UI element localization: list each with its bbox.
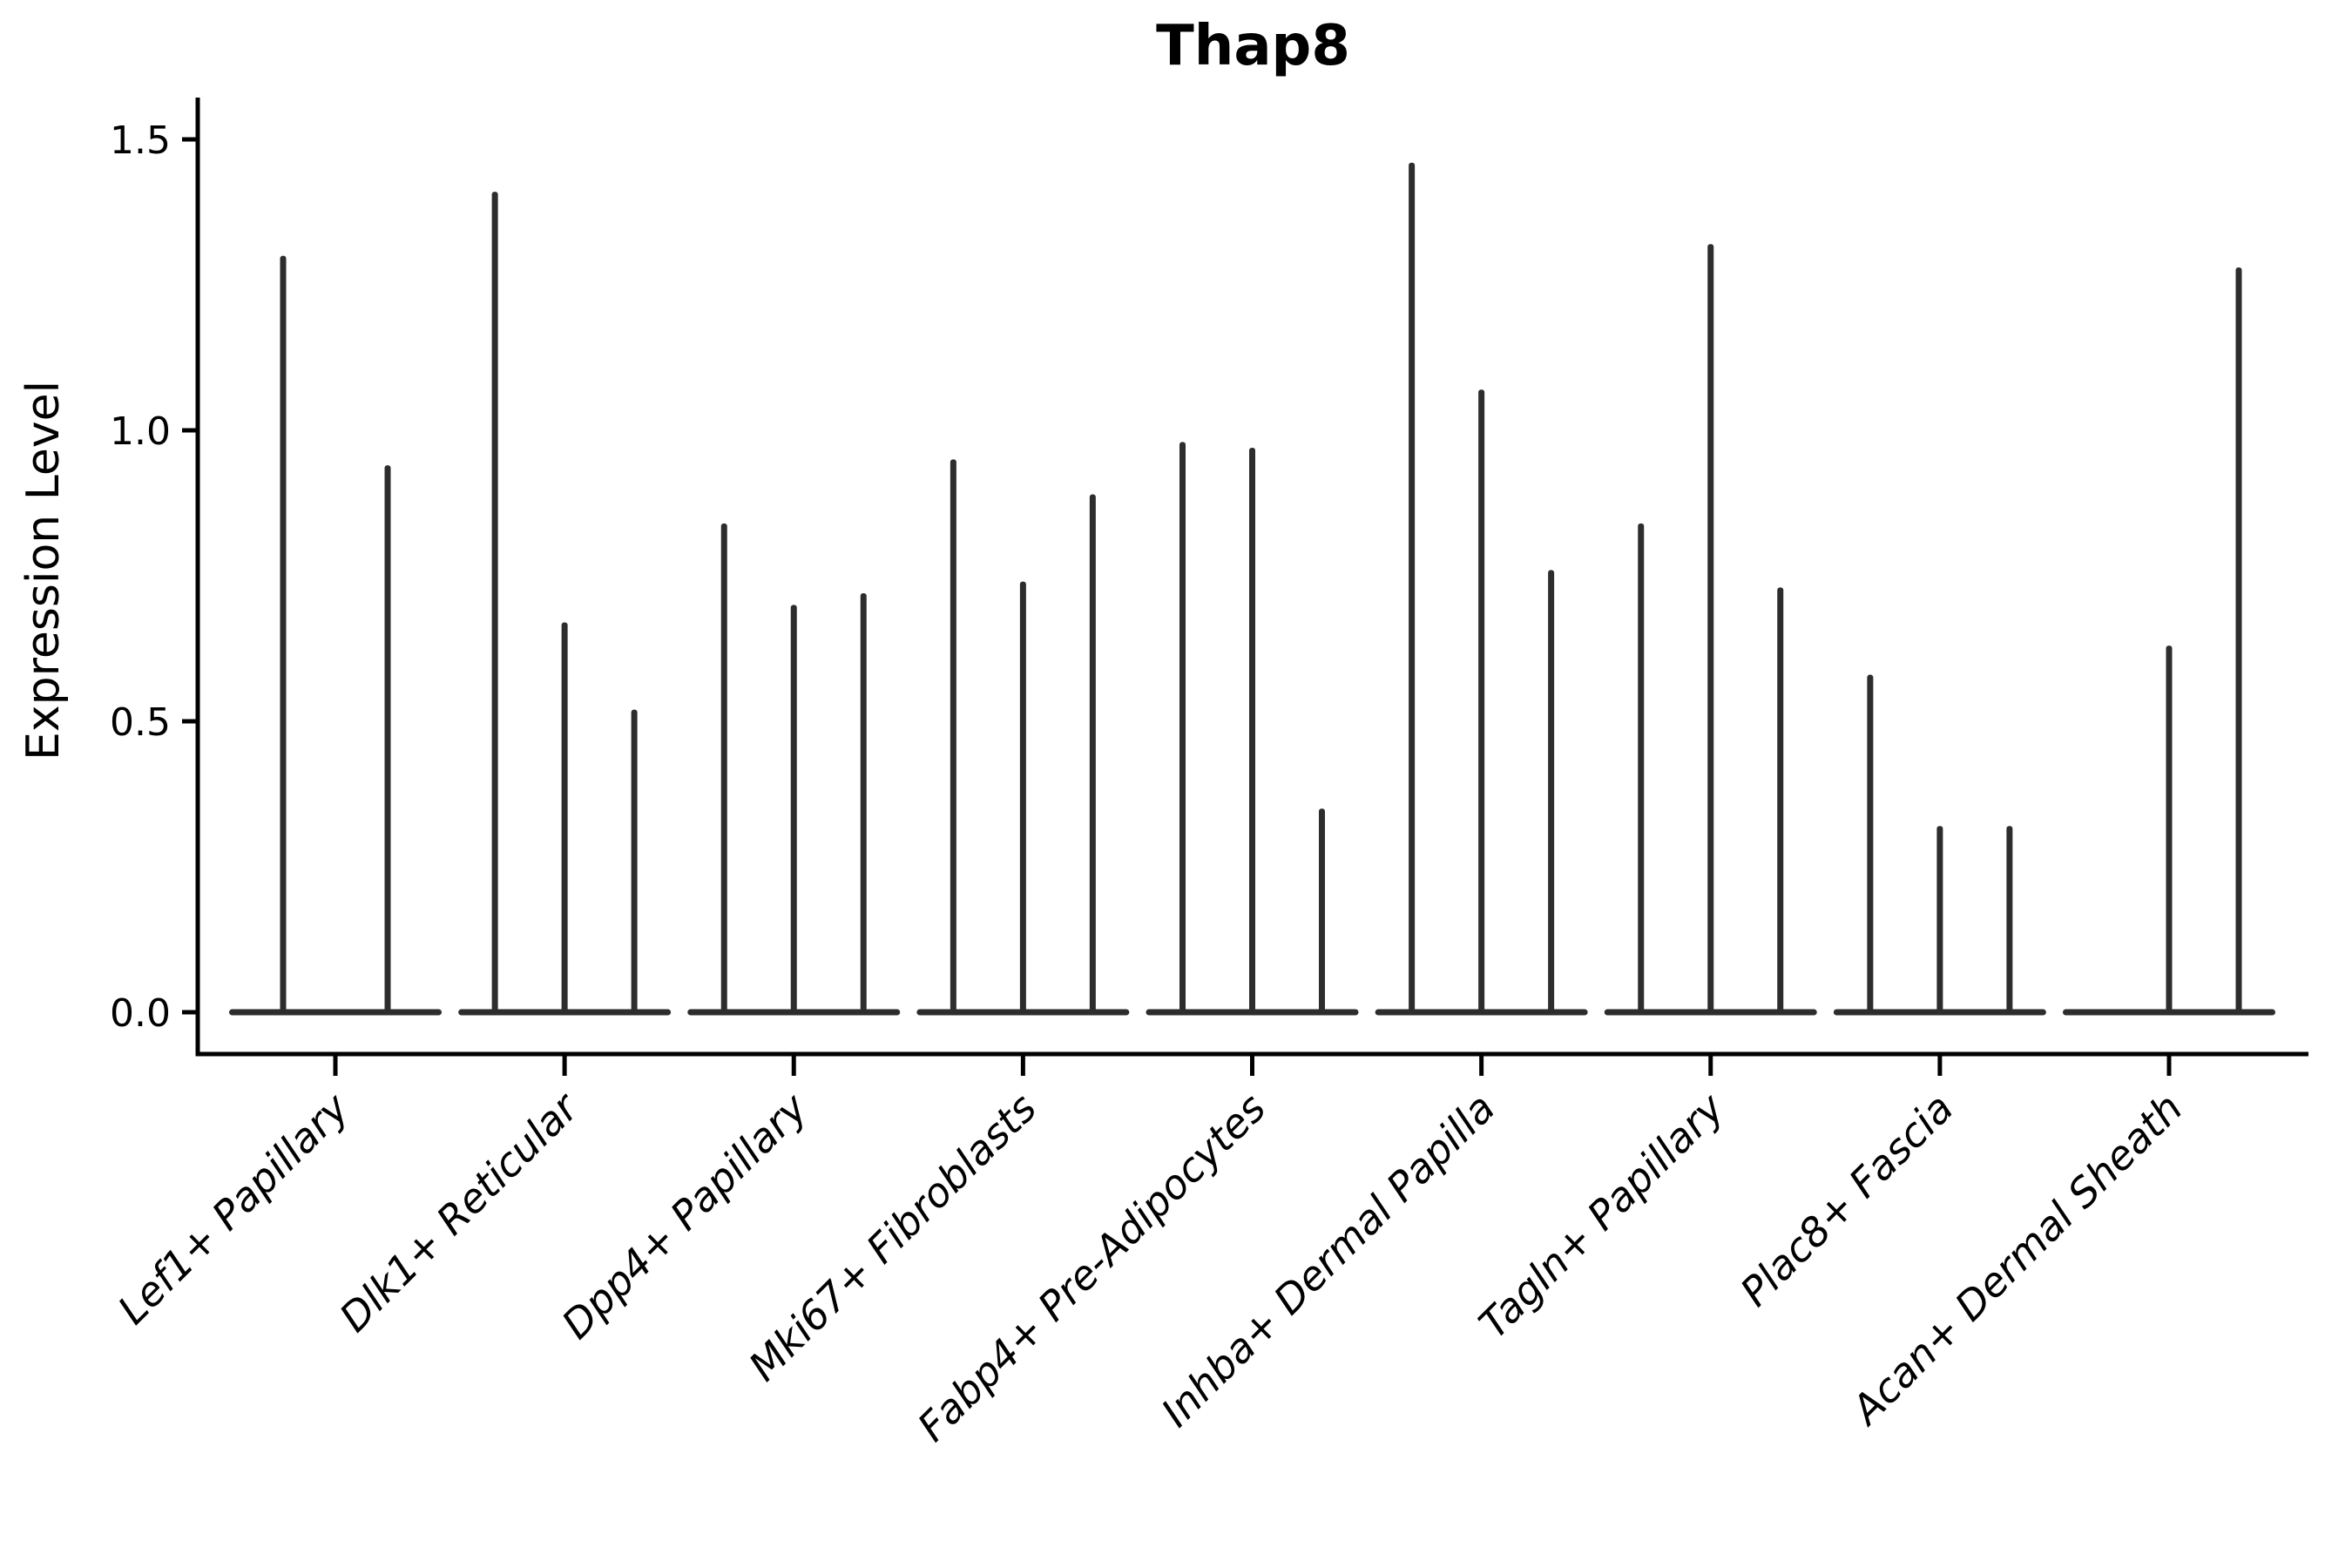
violin-spike: [280, 255, 287, 1016]
category-tick-label: Plac8+ Fascia: [1731, 1085, 1962, 1315]
violin-spike: [1179, 442, 1186, 1016]
violin-spike: [1478, 389, 1485, 1016]
y-tick-label: 0.0: [110, 991, 171, 1036]
violin-spike: [2006, 826, 2013, 1016]
category-tick-label: Tagln+ Papillary: [1470, 1084, 1734, 1348]
violin-base: [229, 1009, 442, 1016]
violin-spike: [950, 459, 956, 1016]
violin-spike: [1319, 808, 1325, 1016]
violin-spike: [790, 605, 797, 1016]
category-tick-label: Dpp4+ Papillary: [552, 1084, 816, 1348]
violin-spike: [1548, 570, 1555, 1016]
violin-spike: [1638, 523, 1645, 1016]
violin-spike: [1867, 674, 1874, 1016]
violin-spike: [860, 593, 867, 1016]
category-tick-label: Lef1+ Papillary: [109, 1084, 358, 1333]
category-tick-label: Dlk1+ Reticular: [330, 1082, 589, 1341]
y-tick-label: 1.0: [110, 409, 171, 454]
plot-title: Thap8: [1156, 14, 1350, 78]
violin-spike: [631, 709, 638, 1016]
violin-spike: [1936, 826, 1943, 1016]
violin-spike: [720, 523, 727, 1016]
violin-spike: [1089, 494, 1096, 1016]
y-tick-label: 0.5: [110, 700, 171, 745]
violin-spike: [1777, 587, 1784, 1016]
violin-spike: [561, 622, 568, 1016]
violin-spike: [1409, 162, 1416, 1016]
violin-spike: [1019, 581, 1026, 1016]
violin-spike: [384, 465, 391, 1016]
violin-spike: [2166, 645, 2173, 1016]
y-tick-label: 1.5: [110, 118, 171, 163]
violin-spike: [1249, 448, 1255, 1016]
violin-spike: [491, 192, 498, 1016]
violin-spike: [1707, 244, 1714, 1016]
violin-spike: [2235, 267, 2242, 1016]
